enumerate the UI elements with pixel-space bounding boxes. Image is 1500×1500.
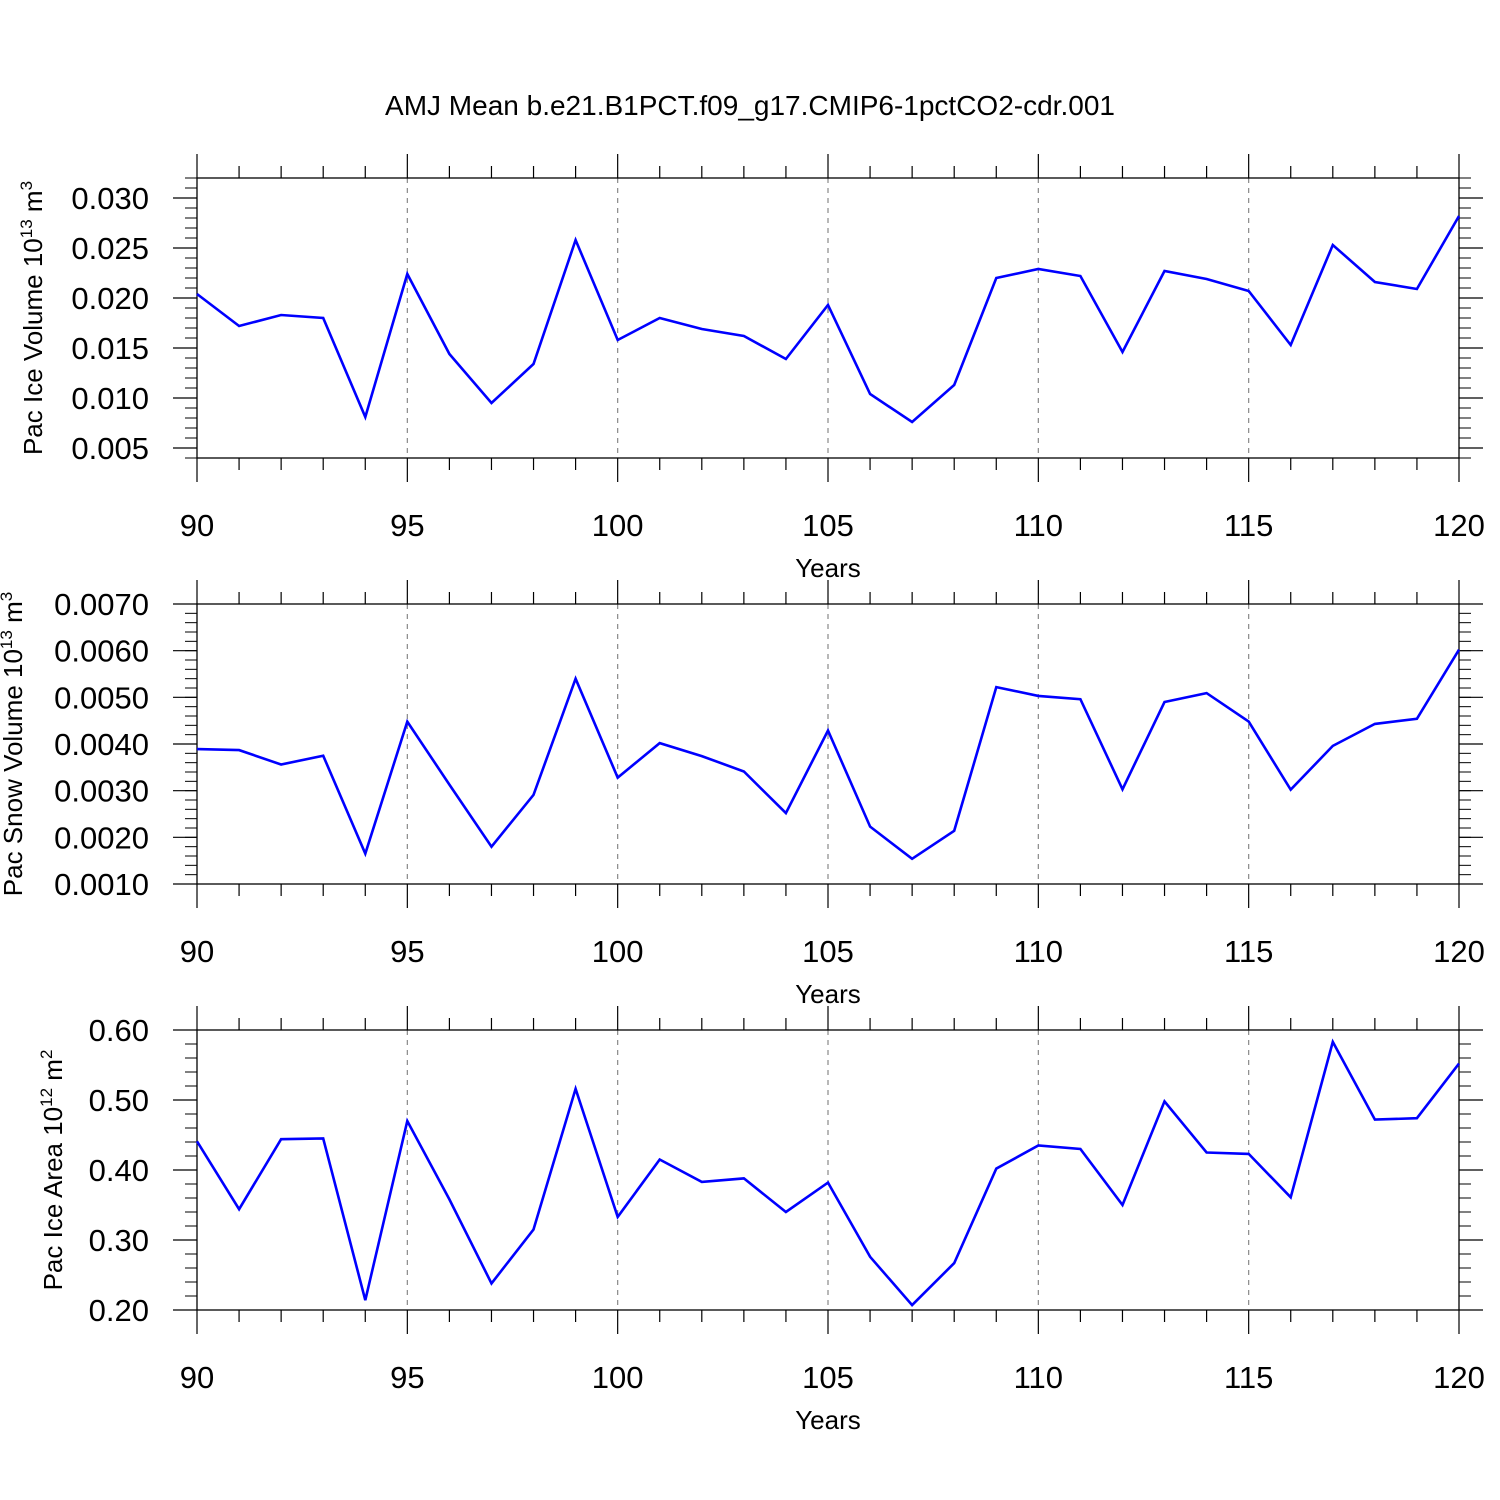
x-tick-label: 120 xyxy=(1433,508,1485,543)
y-axis-label-text: m xyxy=(38,1059,68,1088)
x-tick-label: 100 xyxy=(592,508,644,543)
x-tick-label: 90 xyxy=(180,934,214,969)
y-axis-label-text: Pac Ice Area 10 xyxy=(38,1107,68,1291)
panel-ice-area: 0.20 0.30 0.40 0.50 0.60 90 95 100 105 110 115 120 Y… xyxy=(37,1006,1485,1435)
x-axis-label: Years xyxy=(795,979,861,1009)
y-tick-label: 0.0060 xyxy=(54,634,149,669)
y-axis-label: Pac Ice Volume 1013 m3 xyxy=(17,181,48,455)
x-tick-label: 105 xyxy=(802,508,854,543)
y-tick-label: 0.0050 xyxy=(54,680,149,715)
x-tick-label: 120 xyxy=(1433,1360,1485,1395)
y-tick-label: 0.0070 xyxy=(54,587,149,622)
x-tick-label: 95 xyxy=(390,1360,424,1395)
x-tick-label: 100 xyxy=(592,934,644,969)
x-axis-label: Years xyxy=(795,553,861,583)
y-tick-label: 0.005 xyxy=(71,431,149,466)
x-tick-label: 110 xyxy=(1014,508,1063,543)
panel-snow-volume: 0.0010 0.0020 0.0030 0.0040 0.0050 0.0060 0.00… xyxy=(0,580,1485,1009)
x-tick-label: 115 xyxy=(1224,934,1273,969)
panel-ice-volume: 0.005 0.010 0.015 0.020 0.025 0.030 90 95 100 105… xyxy=(17,154,1485,583)
y-axis-label: Pac Ice Area 1012 m2 xyxy=(37,1050,68,1291)
y-axis-label-exponent: 2 xyxy=(37,1050,56,1059)
x-tick-label: 95 xyxy=(390,934,424,969)
x-tick-label: 100 xyxy=(592,1360,644,1395)
x-tick-label: 90 xyxy=(180,1360,214,1395)
x-tick-label: 110 xyxy=(1014,934,1063,969)
x-tick-label: 120 xyxy=(1433,934,1485,969)
x-axis-label: Years xyxy=(795,1405,861,1435)
x-tick-label: 90 xyxy=(180,508,214,543)
x-tick-label: 105 xyxy=(802,1360,854,1395)
y-tick-label: 0.020 xyxy=(71,281,149,316)
y-tick-label: 0.20 xyxy=(89,1293,149,1328)
y-tick-label: 0.60 xyxy=(89,1013,149,1048)
y-tick-label: 0.0020 xyxy=(54,820,149,855)
y-tick-label: 0.0010 xyxy=(54,867,149,902)
y-tick-label: 0.015 xyxy=(71,331,149,366)
y-axis-label-exponent: 3 xyxy=(17,181,36,190)
y-tick-label: 0.0040 xyxy=(54,727,149,762)
x-tick-label: 110 xyxy=(1014,1360,1063,1395)
y-axis-label-exponent: 13 xyxy=(0,630,16,649)
chart-title: AMJ Mean b.e21.B1PCT.f09_g17.CMIP6-1pctC… xyxy=(385,90,1115,121)
y-axis-label-text: m xyxy=(18,190,48,219)
y-axis-label-exponent: 3 xyxy=(0,592,16,601)
y-tick-label: 0.010 xyxy=(71,381,149,416)
y-tick-label: 0.40 xyxy=(89,1153,149,1188)
y-axis-label-exponent: 13 xyxy=(17,219,36,238)
x-tick-label: 95 xyxy=(390,508,424,543)
x-tick-label: 115 xyxy=(1224,1360,1273,1395)
y-tick-label: 0.030 xyxy=(71,181,149,216)
y-axis-label-text: Pac Ice Volume 10 xyxy=(18,238,48,455)
y-tick-label: 0.0030 xyxy=(54,774,149,809)
x-tick-label: 115 xyxy=(1224,508,1273,543)
y-tick-label: 0.50 xyxy=(89,1083,149,1118)
y-axis-label-text: Pac Snow Volume 10 xyxy=(0,649,28,896)
y-axis-label-exponent: 12 xyxy=(37,1088,56,1107)
y-tick-label: 0.30 xyxy=(89,1223,149,1258)
y-tick-label: 0.025 xyxy=(71,231,149,266)
y-axis-label-text: m xyxy=(0,601,28,630)
x-tick-label: 105 xyxy=(802,934,854,969)
y-axis-label: Pac Snow Volume 1013 m3 xyxy=(0,592,28,896)
